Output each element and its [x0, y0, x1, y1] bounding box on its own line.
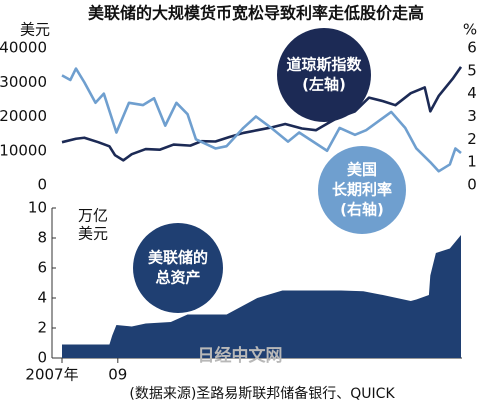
y-tick-label: 0	[37, 176, 47, 194]
legend-label: 美国	[347, 161, 377, 179]
source: (数据来源)圣路易斯联邦储备银行、QUICK	[129, 385, 395, 402]
x-tick-label: 2007年	[25, 366, 78, 384]
y2-tick-label: 6	[467, 39, 477, 57]
line	[61, 66, 463, 162]
y2-tick-label: 2	[467, 130, 477, 148]
y2-tick-label: 1	[467, 153, 477, 171]
x-tick-label: 09	[108, 366, 127, 384]
y-axis-label: 美元	[20, 21, 50, 39]
line	[61, 67, 462, 173]
legend-bubble	[277, 28, 371, 122]
watermark: 日经中文网	[198, 345, 283, 366]
legend-bubble	[318, 146, 406, 234]
y-tick-label: 10000	[0, 141, 47, 159]
y2-tick-label: 3	[467, 107, 477, 125]
y-tick-label: 8	[37, 229, 47, 247]
y2-axis-label: %	[463, 21, 477, 39]
y-tick-label: 40000	[0, 39, 47, 57]
legend-label: 总资产	[155, 269, 200, 287]
legend-bubble	[133, 223, 223, 313]
y-tick-label: 4	[37, 289, 47, 307]
y-tick-label: 20000	[0, 107, 47, 125]
legend-label: 美联储的	[148, 249, 208, 267]
y-tick-label: 6	[37, 259, 47, 277]
y-tick-label: 30000	[0, 73, 47, 91]
y-tick-label: 10	[28, 199, 47, 217]
y-tick-label: 0	[37, 349, 47, 367]
y-tick-label: 2	[37, 319, 47, 337]
y2-tick-label: 0	[467, 176, 477, 194]
y-axis-label: 万亿	[78, 207, 108, 225]
legend-label: (右轴)	[340, 201, 384, 219]
y2-tick-label: 4	[467, 84, 477, 102]
area	[62, 235, 461, 358]
y2-tick-label: 5	[467, 61, 477, 79]
legend-label: 道琼斯指数	[286, 56, 362, 74]
y-axis-label: 美元	[78, 225, 108, 243]
chart-title: 美联储的大规模货币宽松导致利率走低股价走高	[88, 4, 424, 23]
legend-label: 长期利率	[332, 181, 392, 199]
legend-label: (左轴)	[302, 76, 346, 94]
